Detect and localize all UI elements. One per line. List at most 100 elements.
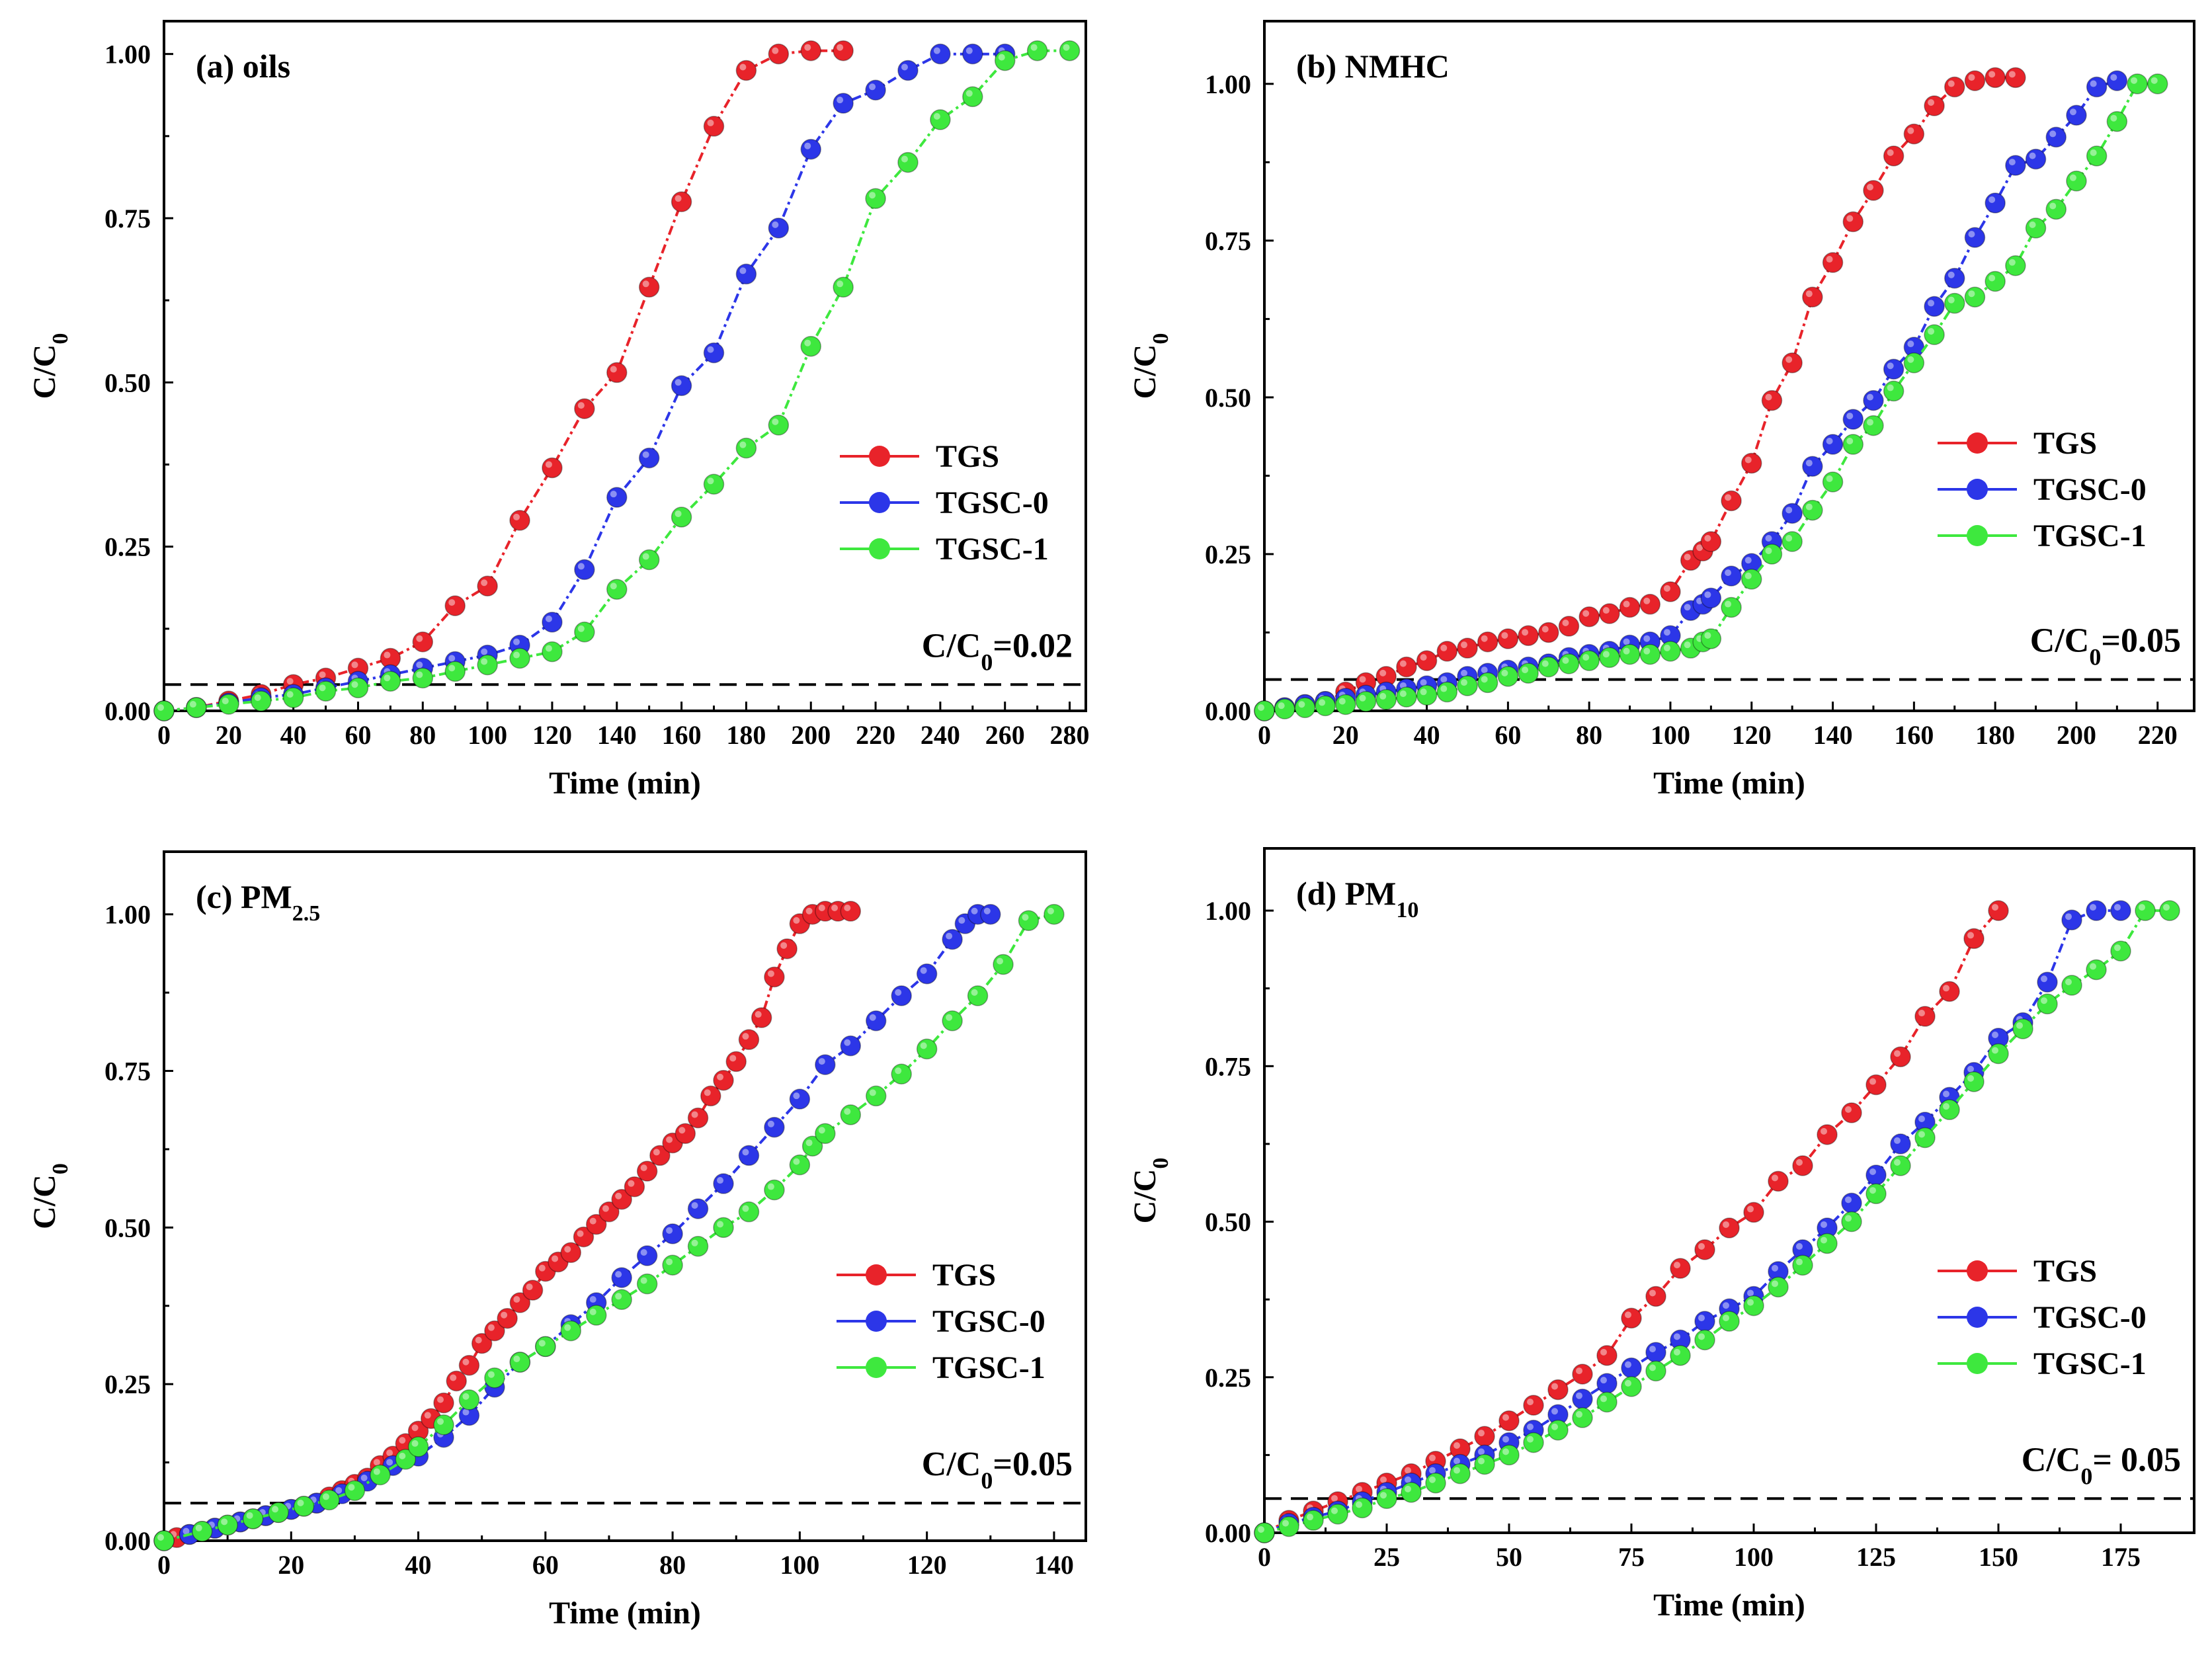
data-point-highlight — [2008, 71, 2016, 78]
data-point — [1963, 928, 1985, 950]
data-point-highlight — [1887, 149, 1894, 156]
data-point-highlight — [742, 1205, 749, 1212]
data-point — [1985, 270, 2006, 292]
series-line — [1264, 82, 2158, 712]
data-point-highlight — [717, 1177, 724, 1184]
data-point — [1498, 1444, 1520, 1466]
data-point-highlight — [1747, 1299, 1754, 1306]
data-point — [1457, 675, 1478, 696]
data-point — [1842, 409, 1864, 430]
data-point-highlight — [1869, 1078, 1876, 1085]
data-point — [611, 1188, 632, 1210]
x-tick-label: 120 — [907, 1550, 947, 1580]
data-point — [1645, 1285, 1666, 1307]
legend-marker — [869, 446, 890, 467]
data-point — [574, 622, 595, 643]
legend-marker — [1967, 432, 1988, 454]
data-point-highlight — [399, 1452, 406, 1459]
data-point — [768, 415, 790, 436]
data-point — [638, 276, 660, 298]
data-point-highlight — [772, 221, 779, 228]
y-tick-label: 1.00 — [104, 40, 151, 69]
series-tgsc-1 — [1254, 73, 2168, 721]
x-axis-title: Time (min) — [1653, 1588, 1805, 1623]
x-tick-label: 220 — [856, 720, 895, 750]
data-point-highlight — [691, 1111, 698, 1118]
x-tick-label: 240 — [921, 720, 960, 750]
data-point — [671, 507, 692, 528]
data-point — [1416, 684, 1438, 706]
x-tick-label: 200 — [791, 720, 831, 750]
data-point-highlight — [1527, 1436, 1534, 1443]
data-point — [444, 595, 466, 616]
data-point — [2086, 900, 2107, 921]
data-point — [1721, 565, 1742, 587]
data-point — [2086, 76, 2108, 98]
data-point-highlight — [2041, 997, 2047, 1004]
data-point — [1741, 569, 1762, 590]
data-point-highlight — [1047, 907, 1054, 915]
data-point — [1743, 1201, 1764, 1223]
data-point — [1619, 596, 1641, 618]
data-point-highlight — [1623, 647, 1630, 655]
data-point-highlight — [642, 280, 649, 288]
data-point — [1743, 1295, 1764, 1317]
data-point-highlight — [1501, 669, 1508, 676]
data-point — [444, 661, 466, 682]
data-point — [542, 641, 563, 663]
data-point-highlight — [653, 1149, 660, 1156]
series-line — [1264, 909, 2000, 1534]
data-point-highlight — [729, 1055, 737, 1062]
legend-entry: TGSC-0 — [1938, 472, 2147, 507]
data-point-highlight — [513, 638, 520, 645]
data-point-highlight — [373, 1468, 380, 1475]
data-point-highlight — [1379, 669, 1387, 676]
data-point-highlight — [1478, 1448, 1485, 1455]
data-point — [1274, 698, 1295, 719]
data-point-highlight — [1501, 631, 1508, 639]
data-point — [735, 263, 757, 285]
x-tick-label: 180 — [1975, 720, 2015, 750]
data-point-highlight — [1725, 569, 1732, 577]
plot-frame — [1263, 847, 2195, 1534]
data-point — [1903, 123, 1925, 145]
series-tgs — [153, 40, 854, 721]
data-point-highlight — [1992, 1047, 1998, 1054]
data-point — [606, 362, 628, 384]
data-point — [153, 1530, 175, 1551]
data-point-highlight — [1866, 393, 1873, 401]
legend: TGS TGSC-0 TGSC-1 — [1938, 1254, 2147, 1381]
data-point — [2147, 73, 2168, 95]
data-point — [1883, 380, 1905, 402]
data-point — [1026, 40, 1048, 61]
series-line — [163, 52, 1005, 712]
data-point-highlight — [589, 1217, 596, 1225]
x-tick-label: 100 — [1651, 720, 1690, 750]
data-point-highlight — [1331, 1507, 1338, 1514]
data-point — [1719, 1311, 1740, 1332]
data-point-highlight — [837, 44, 844, 51]
x-tick-label: 160 — [662, 720, 702, 750]
data-point-highlight — [2008, 159, 2016, 166]
data-point — [1335, 694, 1356, 715]
data-point — [800, 40, 821, 61]
data-point-highlight — [1600, 1395, 1607, 1403]
data-point-highlight — [1481, 635, 1488, 642]
data-point-highlight — [1030, 44, 1038, 51]
data-point-highlight — [920, 1042, 927, 1049]
data-point-highlight — [1805, 460, 1813, 467]
data-point — [662, 1223, 683, 1244]
data-point — [522, 1280, 544, 1301]
data-point-highlight — [707, 119, 714, 126]
legend-label: TGS — [2033, 426, 2097, 461]
data-point-highlight — [564, 1246, 571, 1253]
legend-label: TGSC-1 — [932, 1350, 1045, 1385]
data-point — [738, 1201, 760, 1223]
data-point-highlight — [2008, 259, 2016, 266]
x-tick-label: 60 — [532, 1550, 559, 1580]
data-point-highlight — [1562, 619, 1569, 626]
data-point — [687, 1198, 709, 1219]
data-point — [840, 1104, 862, 1125]
x-tick-label: 120 — [532, 720, 572, 750]
panel-title: (c) PM2.5 — [196, 878, 320, 926]
